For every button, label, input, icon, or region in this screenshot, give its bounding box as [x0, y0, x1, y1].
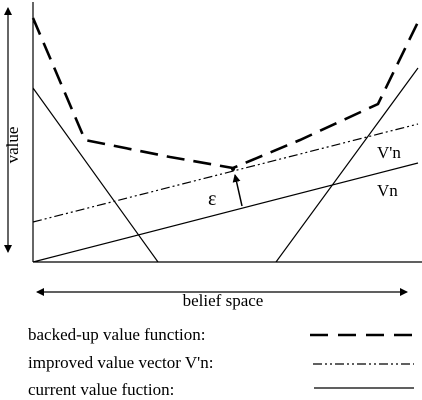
current-vector-label: Vn	[377, 181, 398, 200]
value-axis-label: value	[3, 127, 22, 164]
backed-up-value-function	[31, 17, 420, 170]
vector-left-descending	[32, 87, 159, 263]
improved-vector-label: V'n	[377, 143, 401, 162]
vector-right-ascending	[275, 67, 419, 263]
improved-value-vector	[32, 123, 419, 223]
epsilon-arrow	[232, 174, 243, 207]
epsilon-label: ε	[208, 188, 216, 210]
legend-label-improved: improved value vector V'n:	[28, 353, 213, 372]
legend-label-current: current value fuction:	[28, 380, 174, 399]
legend: backed-up value function: improved value…	[28, 325, 414, 399]
improvement-point	[231, 167, 235, 171]
belief-space-label: belief space	[183, 291, 264, 310]
current-value-vector-Vn	[32, 162, 419, 263]
legend-label-backed-up: backed-up value function:	[28, 325, 206, 344]
